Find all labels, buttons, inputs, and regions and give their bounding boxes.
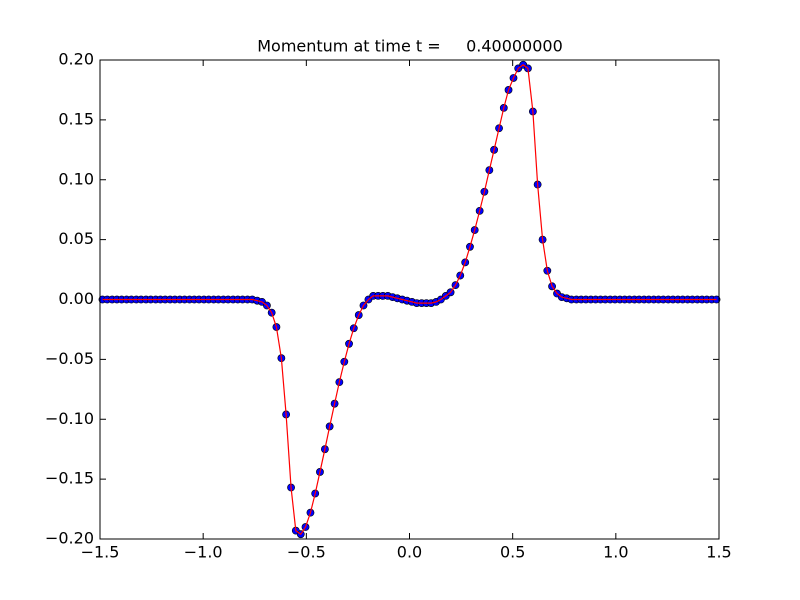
plot-frame — [99, 59, 720, 540]
y-tick-label: 0.15 — [58, 109, 94, 128]
y-tick-label: 0.20 — [58, 50, 94, 69]
x-tick-label: −1.5 — [81, 543, 120, 562]
x-tick-label: 0.5 — [500, 543, 525, 562]
y-tick-label: −0.10 — [45, 409, 94, 428]
chart-title: Momentum at time t = 0.40000000 — [257, 37, 563, 56]
x-tick-label: −1.0 — [184, 543, 223, 562]
x-tick-label: −0.5 — [287, 543, 326, 562]
y-tick-label: −0.05 — [45, 349, 94, 368]
y-tick-label: −0.15 — [45, 469, 94, 488]
x-tick-label: 0.0 — [397, 543, 422, 562]
y-tick-label: 0.10 — [58, 169, 94, 188]
y-tick-label: −0.20 — [45, 529, 94, 548]
x-tick-label: 1.0 — [603, 543, 628, 562]
x-tick-label: 1.5 — [706, 543, 731, 562]
line — [102, 64, 717, 536]
y-tick-label: 0.00 — [58, 289, 94, 308]
y-tick-label: 0.05 — [58, 229, 94, 248]
